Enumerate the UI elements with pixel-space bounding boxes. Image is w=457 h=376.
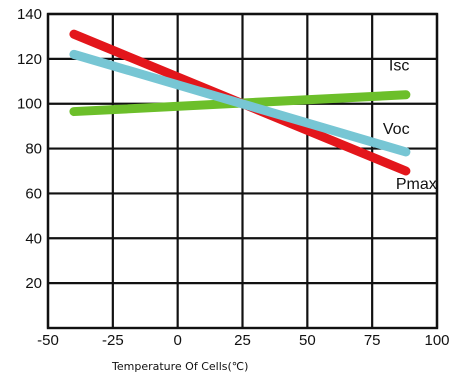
y-tick-label: 120 xyxy=(17,51,42,68)
y-tick-label: 140 xyxy=(17,6,42,23)
series-label-pmax: Pmax xyxy=(396,176,437,193)
y-tick-label: 40 xyxy=(25,230,42,247)
x-tick-label: -50 xyxy=(37,332,59,349)
series-label-isc: Isc xyxy=(389,58,409,75)
x-tick-label: -25 xyxy=(102,332,124,349)
y-tick-label: 100 xyxy=(17,96,42,113)
x-tick-label: 75 xyxy=(364,332,381,349)
chart-tick-labels: -50 -25 0 25 50 75 100 20 40 60 80 100 120 140 xyxy=(17,6,450,349)
chart-series-layer xyxy=(69,29,411,176)
x-tick-label: 0 xyxy=(173,332,181,349)
chart-frame xyxy=(46,12,439,330)
x-axis-label: Temperature Of Cells(℃) xyxy=(111,360,248,373)
series-line-voc xyxy=(69,49,411,157)
series-label-voc: Voc xyxy=(383,121,410,138)
plot-frame xyxy=(46,12,439,330)
x-tick-label: 100 xyxy=(424,332,449,349)
y-tick-label: 20 xyxy=(25,275,42,292)
x-tick-label: 50 xyxy=(299,332,316,349)
y-tick-label: 60 xyxy=(25,185,42,202)
y-tick-label: 80 xyxy=(25,141,42,158)
x-tick-label: 25 xyxy=(234,332,251,349)
chart-series-labels: Isc Voc Pmax xyxy=(383,58,437,193)
